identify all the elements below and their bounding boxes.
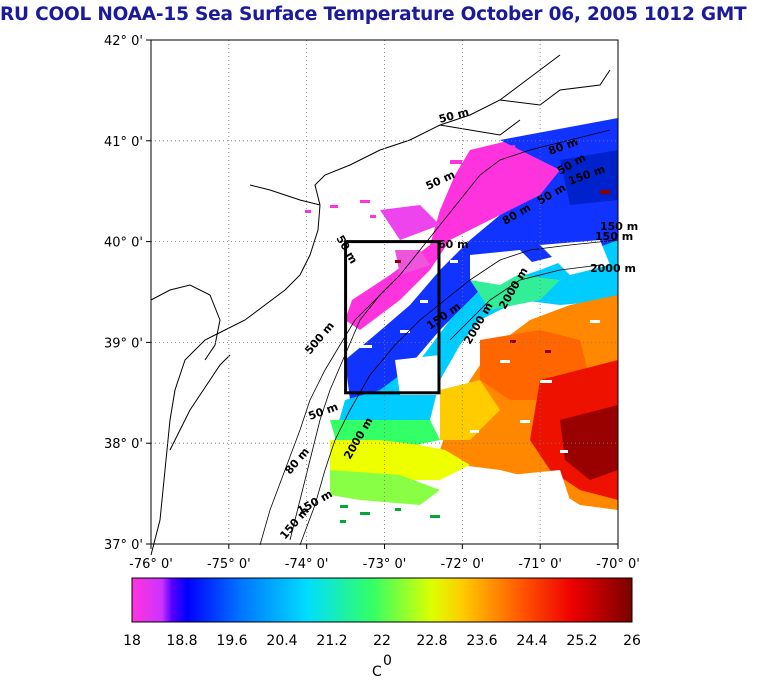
isobath-label: 150 m <box>295 487 335 517</box>
lon-tick-label: -70° 0' <box>596 557 640 572</box>
lon-tick-label: -76° 0' <box>129 557 173 572</box>
coastline <box>150 54 611 556</box>
lon-tick-label: -71° 0' <box>518 557 562 572</box>
isobath-label: 150 m <box>600 220 638 233</box>
colorbar-tick-label: 23.6 <box>466 633 497 649</box>
colorbar-tick-label: 22 <box>373 633 391 649</box>
isobath-label: 2000 m <box>590 262 636 275</box>
lon-tick-label: -72° 0' <box>440 557 484 572</box>
isobath-label: 500 m <box>302 319 337 357</box>
lon-tick-label: -73° 0' <box>363 557 407 572</box>
sst-data-layer <box>305 118 618 523</box>
lat-tick-label: 37° 0' <box>104 538 143 553</box>
longitude-axis: -76° 0' -75° 0' -74° 0' -73° 0' -72° 0' -71° … <box>129 544 640 572</box>
colorbar-tick-label: 21.2 <box>316 633 347 649</box>
lat-tick-label: 42° 0' <box>104 34 143 49</box>
isobath-contours <box>259 129 619 546</box>
study-area-box <box>344 240 441 395</box>
lon-tick-label: -74° 0' <box>285 557 329 572</box>
isobath-label: 60 m <box>438 238 469 251</box>
isobath-label: 50 m <box>437 105 470 125</box>
isobath-label: 150 m <box>595 230 633 243</box>
colorbar-tick-label: 19.6 <box>216 633 247 649</box>
colorbar-ticks: 18 18.8 19.6 20.4 21.2 22 22.8 23.6 24.4 25.2 26 <box>123 633 641 649</box>
colorbar-tick-label: 25.2 <box>566 633 597 649</box>
lat-tick-label: 39° 0' <box>104 336 143 351</box>
colorbar <box>131 577 633 623</box>
colorbar-tick-label: 18.8 <box>166 633 197 649</box>
map-grid <box>151 40 618 544</box>
colorbar-unit: C <box>372 664 382 680</box>
colorbar-tick-label: 24.4 <box>516 633 547 649</box>
lat-tick-label: 38° 0' <box>104 437 143 452</box>
colorbar-tick-label: 20.4 <box>266 633 297 649</box>
latitude-axis: 42° 0' 41° 0' 40° 0' 39° 0' 38° 0' 37° 0' <box>104 34 151 553</box>
colorbar-tick-label: 22.8 <box>416 633 447 649</box>
isobath-label: 50 m <box>307 400 340 423</box>
colorbar-tick-label: 18 <box>123 633 141 649</box>
lat-tick-label: 41° 0' <box>104 135 143 150</box>
isobath-label: 80 m <box>282 445 312 477</box>
colorbar-tick-label: 26 <box>623 633 641 649</box>
map-title: RU COOL NOAA-15 Sea Surface Temperature … <box>0 4 747 25</box>
lon-tick-label: -75° 0' <box>207 557 251 572</box>
colorbar-unit-superscript: 0 <box>383 653 392 669</box>
lat-tick-label: 40° 0' <box>104 236 143 251</box>
